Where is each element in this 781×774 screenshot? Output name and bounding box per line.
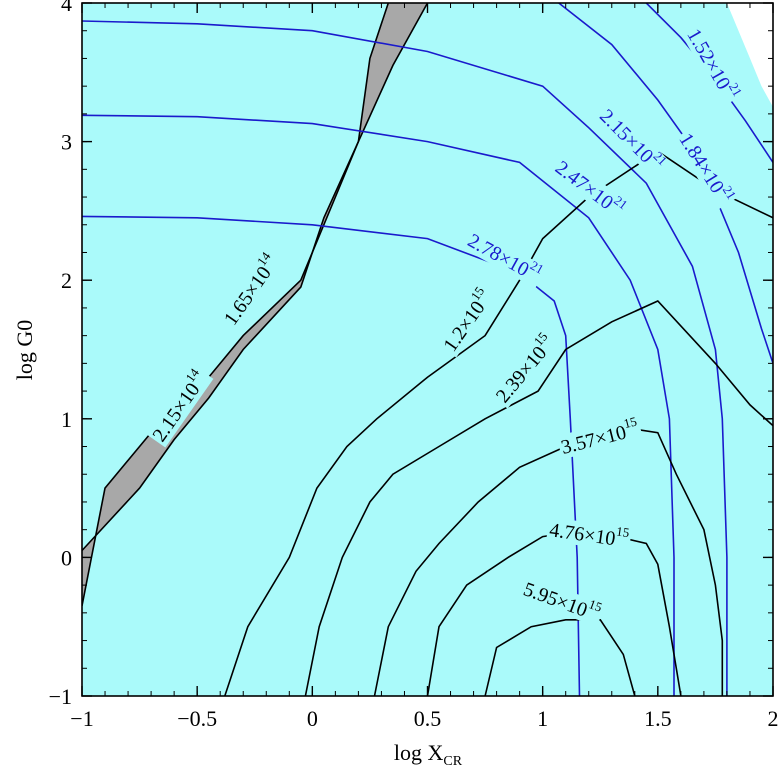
band-left-edge <box>82 3 390 607</box>
black-contour-label-5-exponent: 15 <box>587 596 604 615</box>
black-contour-label-4-backdrop <box>546 516 632 553</box>
blue-contour-line-3 <box>82 20 728 696</box>
tick-labels: −1 −0.5 0 0.5 1 1.5 2 −1 0 1 2 3 4 <box>49 0 779 731</box>
y-tick-label: 3 <box>61 130 72 155</box>
x-axis-title-main: log X <box>394 740 444 765</box>
blue-contour-label-1-backdrop <box>462 226 547 289</box>
blue-contour-label-1-exponent: 21 <box>528 257 547 276</box>
y-axis-title: log G0 <box>12 320 37 381</box>
x-tick-label: 1 <box>537 706 548 731</box>
x-tick-label: −1 <box>70 706 93 731</box>
shaded-band <box>82 3 428 606</box>
x-tick-label: 0.5 <box>414 706 442 731</box>
x-tick-label: −0.5 <box>177 706 217 731</box>
y-tick-label: 4 <box>61 0 72 16</box>
band-right-edge <box>82 3 429 552</box>
blue-contour-label-4-backdrop <box>673 126 738 210</box>
black-contour-label-3-backdrop <box>556 415 644 460</box>
black-contour-label-4-exponent: 15 <box>615 523 630 540</box>
blue-contours <box>82 3 773 696</box>
blue-contour-label-5-exponent: 21 <box>726 80 745 99</box>
black-contour-line-2 <box>304 300 773 696</box>
black-contour-label-2-backdrop <box>489 329 561 409</box>
x-tick-label: 0 <box>307 706 318 731</box>
white-corner-region <box>726 3 773 107</box>
black-contour-label-3-exponent: 15 <box>622 413 638 431</box>
blue-contour-line-2 <box>82 114 675 696</box>
black-contour-label-1-backdrop <box>436 283 499 358</box>
blue-contour-label-3-backdrop <box>593 102 670 179</box>
y-tick-label: 2 <box>61 268 72 293</box>
black-contour-line-5 <box>484 618 636 696</box>
plot-background <box>82 3 773 696</box>
x-tick-label: 1.5 <box>644 706 672 731</box>
axis-ticks <box>81 2 774 697</box>
y-tick-label: 1 <box>61 407 72 432</box>
x-tick-label: 2 <box>768 706 779 731</box>
blue-contour-label-5-backdrop <box>681 22 744 107</box>
y-tick-label: −1 <box>49 684 72 709</box>
y-tick-label: 0 <box>61 545 72 570</box>
x-axis-title-subscript: CR <box>443 754 462 769</box>
band-label-2-backdrop <box>145 365 214 448</box>
x-axis-title: log XCR <box>394 740 463 769</box>
blue-contour-line-1 <box>82 215 581 696</box>
band-label-1-backdrop <box>217 248 285 332</box>
black-contour-label-4: 4.76×1015 <box>546 516 632 553</box>
black-contour-label-5-backdrop <box>518 575 606 627</box>
blue-contour-label-2-backdrop <box>549 153 631 224</box>
